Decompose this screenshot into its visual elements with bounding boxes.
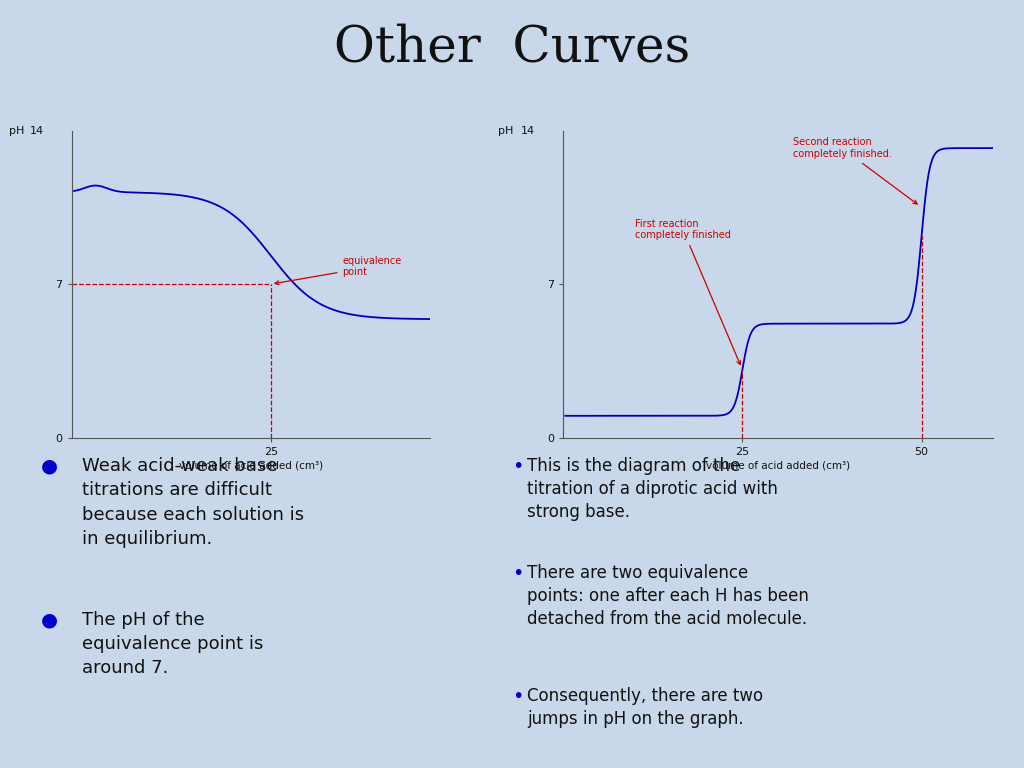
Text: There are two equivalence
points: one after each H has been
detached from the ac: There are two equivalence points: one af… — [527, 564, 809, 628]
X-axis label: volume of acid added (cm³): volume of acid added (cm³) — [707, 461, 850, 471]
Text: •: • — [512, 457, 523, 476]
Text: First reaction
completely finished: First reaction completely finished — [635, 219, 740, 365]
Text: Consequently, there are two
jumps in pH on the graph.: Consequently, there are two jumps in pH … — [527, 687, 764, 728]
Text: The pH of the
equivalence point is
around 7.: The pH of the equivalence point is aroun… — [82, 611, 263, 677]
Text: This is the diagram of the
titration of a diprotic acid with
strong base.: This is the diagram of the titration of … — [527, 457, 778, 521]
Text: Second reaction
completely finished.: Second reaction completely finished. — [793, 137, 918, 204]
Text: 14: 14 — [520, 125, 535, 136]
Text: equivalence
point: equivalence point — [274, 256, 401, 285]
Text: ●: ● — [41, 457, 58, 476]
Text: pH: pH — [498, 125, 513, 136]
Text: •: • — [512, 687, 523, 707]
Text: Weak acid-weak base
titrations are difficult
because each solution is
in equilib: Weak acid-weak base titrations are diffi… — [82, 457, 304, 548]
Text: ●: ● — [41, 611, 58, 630]
Text: pH: pH — [8, 125, 24, 136]
Text: Other  Curves: Other Curves — [334, 23, 690, 72]
Text: •: • — [512, 564, 523, 584]
X-axis label: volume of acid added (cm³): volume of acid added (cm³) — [179, 461, 323, 471]
Text: 14: 14 — [30, 125, 44, 136]
